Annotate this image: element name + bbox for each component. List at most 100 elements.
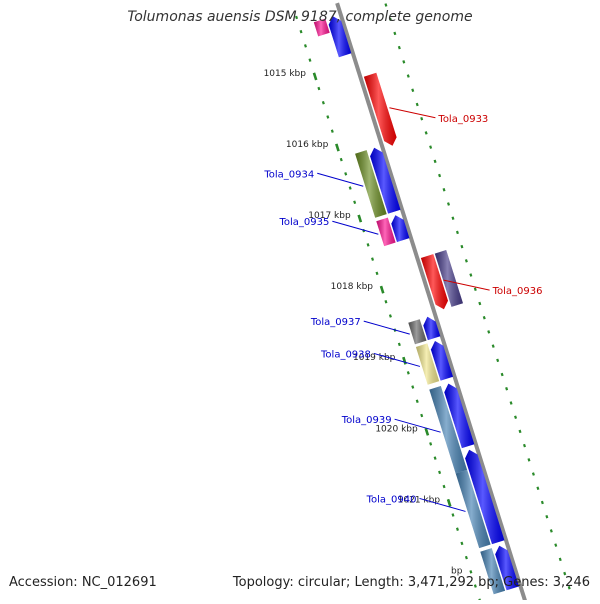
ruler-dot <box>469 273 473 277</box>
ruler-dot <box>397 342 401 347</box>
feature-label-leader <box>389 107 436 119</box>
ruler-dot <box>415 102 419 107</box>
ruler-dot <box>429 145 433 149</box>
ruler-dot <box>473 584 477 588</box>
ruler-dot <box>554 543 558 547</box>
ruler-dot <box>500 372 504 377</box>
ruler-dot <box>420 116 424 121</box>
ruler-tick-label: 1021 kbp <box>398 495 441 505</box>
feature-label[interactable]: Tola_0936 <box>492 286 543 297</box>
feature-label[interactable]: Tola_0935 <box>278 217 329 228</box>
ruler-dot <box>415 399 419 404</box>
ruler-dot <box>496 358 500 363</box>
ruler-dot <box>491 344 495 348</box>
ruler-dot <box>317 86 321 91</box>
ruler-tick-label: 1018 kbp <box>331 282 374 292</box>
ruler-dot <box>540 500 544 505</box>
feature-label[interactable]: Tola_0937 <box>310 317 361 328</box>
feature-label[interactable]: Tola_0938 <box>320 349 371 360</box>
ruler-dot <box>464 259 468 263</box>
ruler-dot <box>514 415 518 419</box>
ruler-tick <box>379 285 385 294</box>
feature-label-leader <box>394 418 441 433</box>
ruler-dot <box>433 159 437 164</box>
ruler-tick <box>357 214 363 223</box>
ruler-dot <box>545 514 549 519</box>
feature-label[interactable]: Tola_0934 <box>263 169 314 180</box>
ruler-dot <box>531 472 535 476</box>
ruler-tick <box>424 427 430 436</box>
ruler-dot <box>299 29 303 34</box>
ruler-dot <box>411 385 415 389</box>
ruler-dot <box>438 470 442 475</box>
ruler-dot <box>330 129 334 133</box>
ruler-tick-label: 1019 kbp <box>353 353 396 363</box>
ruler-dot <box>563 571 567 576</box>
ruler-dot <box>460 244 464 249</box>
ruler-dot <box>487 330 491 334</box>
ruler-dot <box>518 429 522 434</box>
ruler-dot <box>397 45 401 50</box>
ruler-dot <box>473 287 477 292</box>
ruler-tick <box>312 72 318 81</box>
feature-label-leader <box>363 320 410 335</box>
ruler-dot <box>295 15 299 20</box>
ruler-dot <box>339 157 343 162</box>
ruler-dot <box>536 486 540 491</box>
ruler-dot <box>420 413 424 418</box>
ruler-dot <box>460 541 464 546</box>
ruler-dot <box>567 586 571 590</box>
ruler-dot <box>371 257 375 261</box>
feature-label[interactable]: Tola_0940 <box>366 494 417 505</box>
ruler-dot <box>326 115 330 119</box>
feature-track <box>313 16 519 595</box>
ruler-dot <box>451 216 455 220</box>
ruler-dot <box>402 60 406 64</box>
ruler-dot <box>308 58 312 62</box>
feature-label[interactable]: Tola_0933 <box>437 114 488 125</box>
ruler-tick-label: 1016 kbp <box>286 140 329 150</box>
ruler-dot <box>451 513 455 517</box>
feature-label-leader <box>373 352 421 367</box>
ruler-ticks: 1015 kbp 1016 kbp 1017 kbp 1018 kbp 1019 kbp… <box>264 69 463 577</box>
ruler-dot <box>429 442 433 446</box>
ruler-dot <box>469 570 473 574</box>
ruler-dot <box>384 3 388 7</box>
ruler-dot <box>505 387 509 391</box>
ruler-dot <box>442 484 446 489</box>
ruler-dot <box>353 200 357 205</box>
ruler-dot <box>406 371 410 375</box>
ruler-dot <box>478 301 482 306</box>
feature-label[interactable]: Tola_0939 <box>341 415 392 426</box>
genome-summary: Topology: circular; Length: 3,471,292 bp… <box>232 575 590 590</box>
ruler-dot <box>321 100 325 105</box>
ruler-dot <box>442 188 446 192</box>
ruler-tick <box>335 143 340 152</box>
ruler-dot <box>522 443 526 448</box>
feature-tola_0937[interactable] <box>408 319 427 345</box>
ruler-dot <box>375 271 379 276</box>
ruler-dot <box>482 315 486 320</box>
ruler-dot <box>344 172 348 176</box>
ruler-tick-label: 1020 kbp <box>375 424 418 434</box>
ruler-dot <box>549 529 553 533</box>
feature-label-leader <box>419 497 466 512</box>
ruler-dot <box>438 173 442 178</box>
ruler-dot <box>527 458 531 462</box>
ruler-dot <box>366 243 370 247</box>
ruler-dot <box>433 456 437 460</box>
ruler-dot <box>348 186 352 190</box>
ruler-dot <box>303 44 307 48</box>
ruler-dot <box>455 230 459 235</box>
ruler-dot <box>388 314 392 318</box>
ruler-tick-label: 1015 kbp <box>264 69 307 79</box>
ruler-dot <box>558 557 562 562</box>
genome-backbone <box>335 2 529 604</box>
feature-label-leader <box>332 220 379 235</box>
ruler-tick-label: bp <box>451 566 463 576</box>
feature-label-leader <box>317 172 364 187</box>
ruler-dot <box>455 527 459 531</box>
map-title: Tolumonas auensis DSM 9187, complete gen… <box>127 9 473 25</box>
